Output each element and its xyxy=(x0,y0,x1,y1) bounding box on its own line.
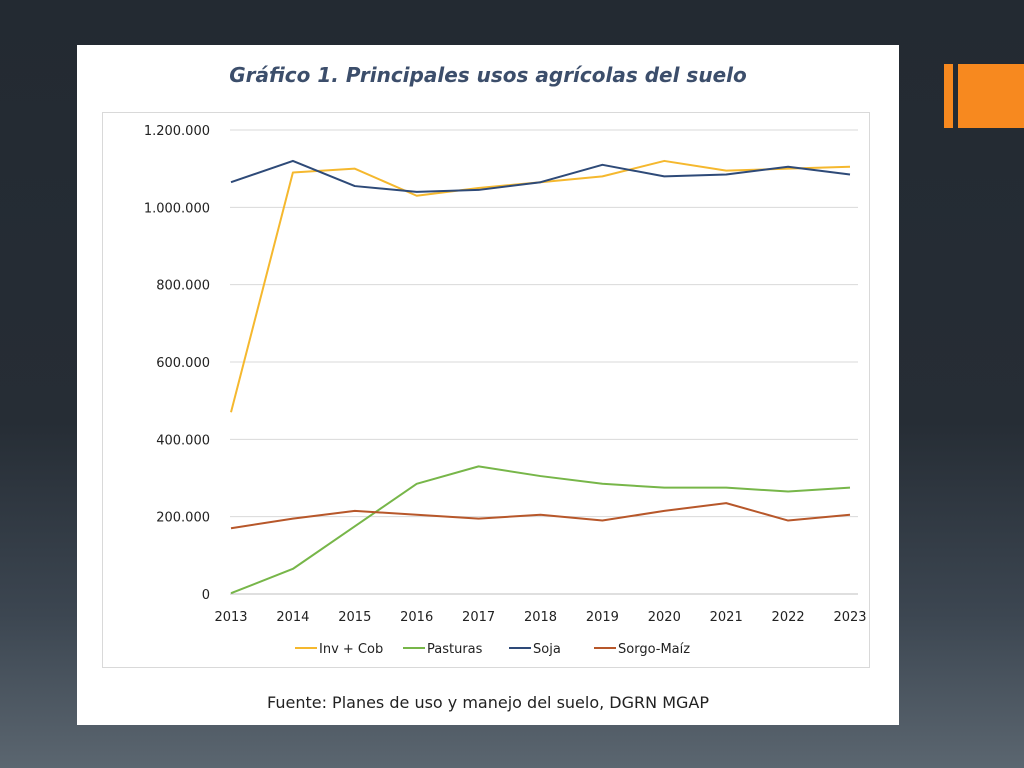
accent-bar-thick xyxy=(958,64,1024,128)
x-tick-label: 2019 xyxy=(586,610,619,625)
legend-entry: Soja xyxy=(533,642,561,657)
y-tick-label: 600.000 xyxy=(156,356,210,371)
x-tick-label: 2018 xyxy=(524,610,557,625)
x-tick-label: 2017 xyxy=(462,610,495,625)
legend-entry: Sorgo-Maíz xyxy=(618,642,690,657)
chart-frame: 0 200.000 400.000 600.000 800.000 1.000.000 1.… xyxy=(102,112,870,668)
y-tick-label: 1.000.000 xyxy=(144,201,210,216)
x-tick-label: 2021 xyxy=(710,610,743,625)
x-tick-label: 2016 xyxy=(400,610,433,625)
series-line-pasturas xyxy=(230,465,851,595)
x-tick-label: 2013 xyxy=(214,610,247,625)
series-line-sorgo-ma-z xyxy=(230,502,851,530)
x-tick-label: 2020 xyxy=(648,610,681,625)
accent-bar-thin xyxy=(944,64,953,128)
y-tick-label: 200.000 xyxy=(156,511,210,526)
x-tick-label: 2023 xyxy=(833,610,866,625)
chart-title: Gráfico 1. Principales usos agrícolas de… xyxy=(229,63,747,87)
series-line-inv-cob xyxy=(230,159,851,413)
x-tick-label: 2014 xyxy=(276,610,309,625)
legend-entry: Pasturas xyxy=(427,642,483,657)
legend-entry: Inv + Cob xyxy=(319,642,383,657)
source-note: Fuente: Planes de uso y manejo del suelo… xyxy=(267,693,709,712)
x-tick-label: 2015 xyxy=(338,610,371,625)
series-line-soja xyxy=(230,159,851,193)
y-tick-label: 800.000 xyxy=(156,279,210,294)
y-tick-label: 1.200.000 xyxy=(144,124,210,139)
x-tick-label: 2022 xyxy=(772,610,805,625)
line-chart: 0 200.000 400.000 600.000 800.000 1.000.000 1.… xyxy=(144,124,867,657)
slide-card: Gráfico 1. Principales usos agrícolas de… xyxy=(77,45,899,725)
y-tick-label: 0 xyxy=(202,588,210,603)
y-tick-label: 400.000 xyxy=(156,433,210,448)
